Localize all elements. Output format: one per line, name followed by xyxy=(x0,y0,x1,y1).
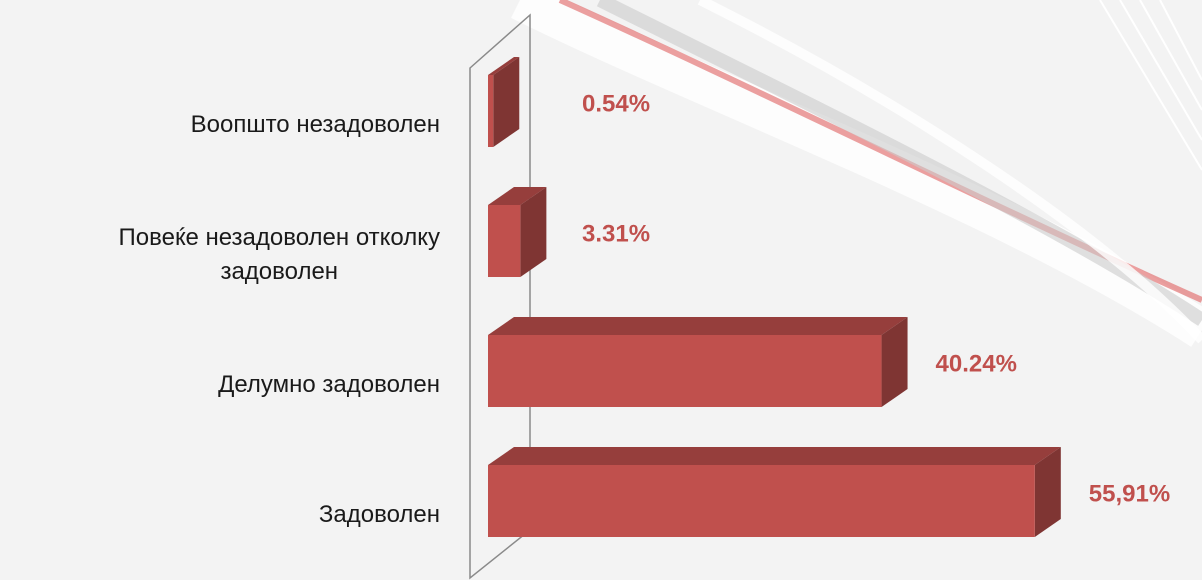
bar-top xyxy=(488,187,547,205)
bar-side xyxy=(1034,447,1061,537)
value-label: 0.54% xyxy=(582,90,650,117)
bar-front xyxy=(488,335,882,407)
bar xyxy=(488,187,547,277)
category-label: Делумно задоволен xyxy=(218,371,440,398)
bar-side xyxy=(520,187,547,277)
bar-side xyxy=(881,317,908,407)
bar-front xyxy=(488,75,494,147)
value-label: 55,91% xyxy=(1089,480,1170,507)
bar-top xyxy=(488,57,520,75)
value-label: 40.24% xyxy=(936,350,1017,377)
bar-front xyxy=(488,205,521,277)
value-label: 3.31% xyxy=(582,220,650,247)
bar-top xyxy=(488,447,1061,465)
background-swoosh xyxy=(511,0,1202,347)
bar-top xyxy=(488,317,908,335)
category-label: Повеќе незадоволен отколку задоволен xyxy=(118,224,440,285)
category-label: Воопшто незадоволен xyxy=(190,111,440,138)
bar xyxy=(488,447,1061,537)
category-label: Задоволен xyxy=(318,501,440,528)
bar-front xyxy=(488,465,1035,537)
bar xyxy=(488,317,908,407)
bar xyxy=(488,57,520,147)
bar-side xyxy=(493,57,520,147)
